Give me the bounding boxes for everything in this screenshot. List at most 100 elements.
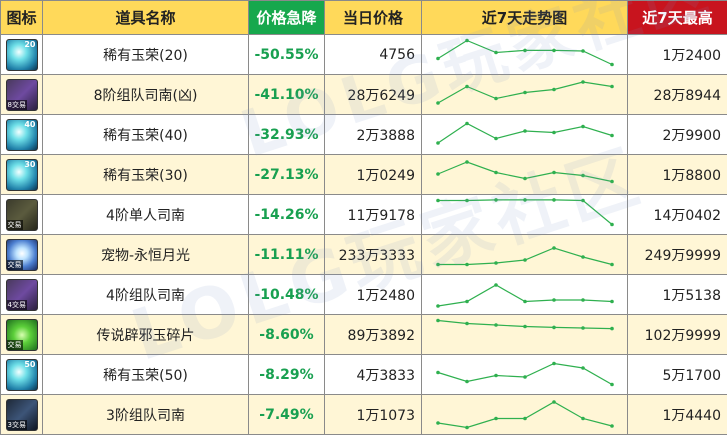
price-drop: -7.49% — [249, 395, 325, 435]
item-name: 稀有玉荣(30) — [43, 155, 249, 195]
seven-day-high: 14万0402 — [628, 195, 727, 235]
jade-icon: 交易 — [6, 319, 38, 351]
price-drop: -50.55% — [249, 35, 325, 75]
trend-cell — [422, 155, 628, 195]
item-name: 传说辟邪玉碎片 — [43, 315, 249, 355]
item-name: 4阶单人司南 — [43, 195, 249, 235]
trend-cell — [422, 275, 628, 315]
today-price: 4756 — [325, 35, 422, 75]
today-price: 1万1073 — [325, 395, 422, 435]
trend-cell — [422, 195, 628, 235]
trend-point — [610, 383, 614, 387]
compass-icon: 4交易 — [6, 279, 38, 311]
spark-icon: 3交易 — [6, 399, 38, 431]
item-name: 宠物-永恒月光 — [43, 235, 249, 275]
today-price: 1万0249 — [325, 155, 422, 195]
trend-point — [494, 97, 498, 101]
trend-point — [581, 49, 585, 53]
trend-line — [438, 124, 612, 144]
trend-sparkline — [422, 275, 628, 314]
trend-point — [552, 246, 556, 250]
trend-point — [610, 263, 614, 267]
today-price: 4万3833 — [325, 355, 422, 395]
item-name: 稀有玉荣(20) — [43, 35, 249, 75]
trend-point — [552, 198, 556, 202]
item-icon-cell: 交易 — [1, 195, 43, 235]
trend-sparkline — [422, 195, 628, 234]
trend-sparkline — [422, 395, 628, 434]
header-icon: 图标 — [1, 1, 43, 35]
trend-point — [523, 325, 527, 329]
trend-point — [581, 326, 585, 330]
item-level: 50 — [24, 360, 35, 369]
trend-point — [494, 137, 498, 141]
today-price: 28万6249 — [325, 75, 422, 115]
header-row: 图标 道具名称 价格急降 当日价格 近7天走势图 近7天最高 — [1, 1, 727, 35]
seven-day-high: 5万1700 — [628, 355, 727, 395]
trend-line — [438, 200, 612, 225]
tradable-badge: 交易 — [7, 340, 23, 350]
today-price: 11万9178 — [325, 195, 422, 235]
trend-cell — [422, 395, 628, 435]
trend-point — [552, 298, 556, 302]
trend-point — [494, 51, 498, 55]
trend-point — [436, 199, 440, 203]
tradable-badge: 8交易 — [7, 100, 27, 110]
gem-icon: 50 — [6, 359, 38, 391]
item-name: 稀有玉荣(40) — [43, 115, 249, 155]
today-price: 89万3892 — [325, 315, 422, 355]
trend-point — [610, 180, 614, 184]
item-icon-cell: 30 — [1, 155, 43, 195]
trend-point — [581, 255, 585, 259]
table-row: 20 稀有玉荣(20)-50.55%4756 1万2400 — [1, 35, 727, 75]
tradable-badge: 交易 — [7, 260, 23, 270]
trend-cell — [422, 75, 628, 115]
seven-day-high: 1万2400 — [628, 35, 727, 75]
trend-point — [436, 172, 440, 176]
trend-point — [465, 122, 469, 126]
price-drop: -8.29% — [249, 355, 325, 395]
item-icon-cell: 4交易 — [1, 275, 43, 315]
tradable-badge: 3交易 — [7, 420, 27, 430]
trend-sparkline — [422, 155, 628, 194]
trend-point — [552, 49, 556, 53]
tradable-badge: 交易 — [7, 220, 23, 230]
trend-sparkline — [422, 115, 628, 154]
seven-day-high: 249万9999 — [628, 235, 727, 275]
trend-point — [436, 141, 440, 145]
trend-point — [581, 298, 585, 302]
item-icon-cell: 交易 — [1, 315, 43, 355]
item-icon-cell: 40 — [1, 115, 43, 155]
trend-point — [610, 134, 614, 138]
trend-cell — [422, 35, 628, 75]
item-level: 30 — [24, 160, 35, 169]
gem-icon: 40 — [6, 119, 38, 151]
trend-point — [581, 174, 585, 178]
trend-line — [438, 248, 612, 265]
trend-point — [581, 80, 585, 84]
trend-sparkline — [422, 35, 628, 74]
trend-point — [465, 39, 469, 43]
trend-sparkline — [422, 235, 628, 274]
trend-point — [494, 374, 498, 378]
trend-cell — [422, 235, 628, 275]
seven-day-high: 1万8800 — [628, 155, 727, 195]
trend-point — [494, 261, 498, 265]
trend-point — [436, 371, 440, 375]
trend-point — [610, 300, 614, 304]
seven-day-high: 2万9900 — [628, 115, 727, 155]
item-name: 8阶组队司南(凶) — [43, 75, 249, 115]
trend-point — [552, 362, 556, 366]
trend-point — [610, 327, 614, 331]
item-icon-cell: 3交易 — [1, 395, 43, 435]
seven-day-high: 1万4440 — [628, 395, 727, 435]
trend-point — [436, 319, 440, 323]
trend-point — [581, 366, 585, 370]
trend-point — [494, 417, 498, 421]
gem-icon: 20 — [6, 39, 38, 71]
compass-d-icon: 交易 — [6, 199, 38, 231]
item-level: 20 — [24, 40, 35, 49]
